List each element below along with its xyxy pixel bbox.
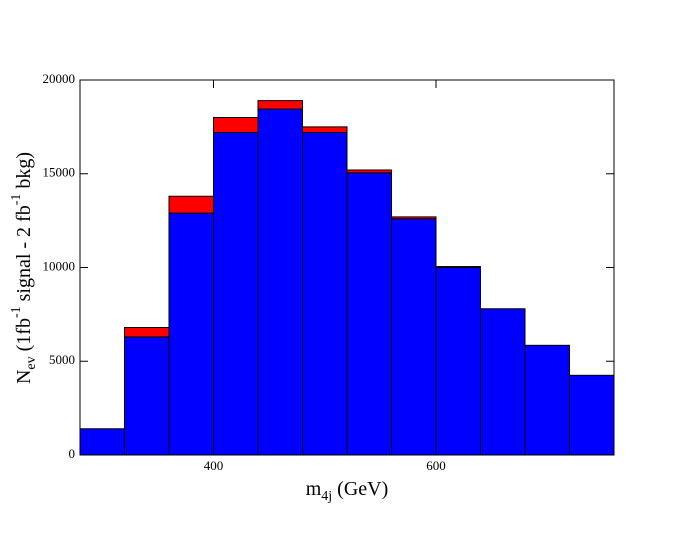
y-label-part: (1fb xyxy=(13,318,35,356)
bar xyxy=(168,212,214,456)
y-tick-label: 0 xyxy=(69,446,76,461)
bar xyxy=(480,308,526,456)
bar xyxy=(302,126,348,133)
y-axis-label: Nev (1fb-1 signal - 2 fb-1 bkg) xyxy=(9,152,39,384)
y-label-part: bkg) xyxy=(13,152,35,194)
y-label-part: -1 xyxy=(9,194,24,206)
bar xyxy=(213,117,259,133)
bar xyxy=(124,336,170,456)
y-label-part: -1 xyxy=(9,306,24,318)
bar xyxy=(79,428,125,456)
bar xyxy=(346,172,392,456)
bar xyxy=(346,169,392,174)
x-label-part: (GeV) xyxy=(332,478,388,500)
bar xyxy=(524,344,570,456)
y-tick-label: 5000 xyxy=(49,352,75,367)
bar xyxy=(213,132,259,456)
y-tick-label: 15000 xyxy=(43,165,76,180)
bar xyxy=(124,327,170,338)
y-label-part: ev xyxy=(24,356,39,369)
bar xyxy=(391,218,437,456)
y-label-part: signal - 2 fb xyxy=(13,205,35,306)
bar xyxy=(257,108,303,456)
y-tick-label: 10000 xyxy=(43,258,76,273)
bar xyxy=(391,216,437,220)
x-tick-label: 600 xyxy=(426,458,446,473)
bar xyxy=(168,195,214,214)
bar xyxy=(435,266,481,268)
y-tick-label: 20000 xyxy=(43,71,76,86)
bar xyxy=(569,374,615,456)
x-label-part: m xyxy=(306,478,322,500)
x-tick-label: 400 xyxy=(204,458,224,473)
bar xyxy=(435,267,481,456)
bar xyxy=(257,100,303,110)
y-label-part: N xyxy=(13,370,35,384)
x-label-part: 4j xyxy=(321,489,332,504)
x-axis-label: m4j (GeV) xyxy=(306,478,389,505)
bar xyxy=(302,132,348,456)
